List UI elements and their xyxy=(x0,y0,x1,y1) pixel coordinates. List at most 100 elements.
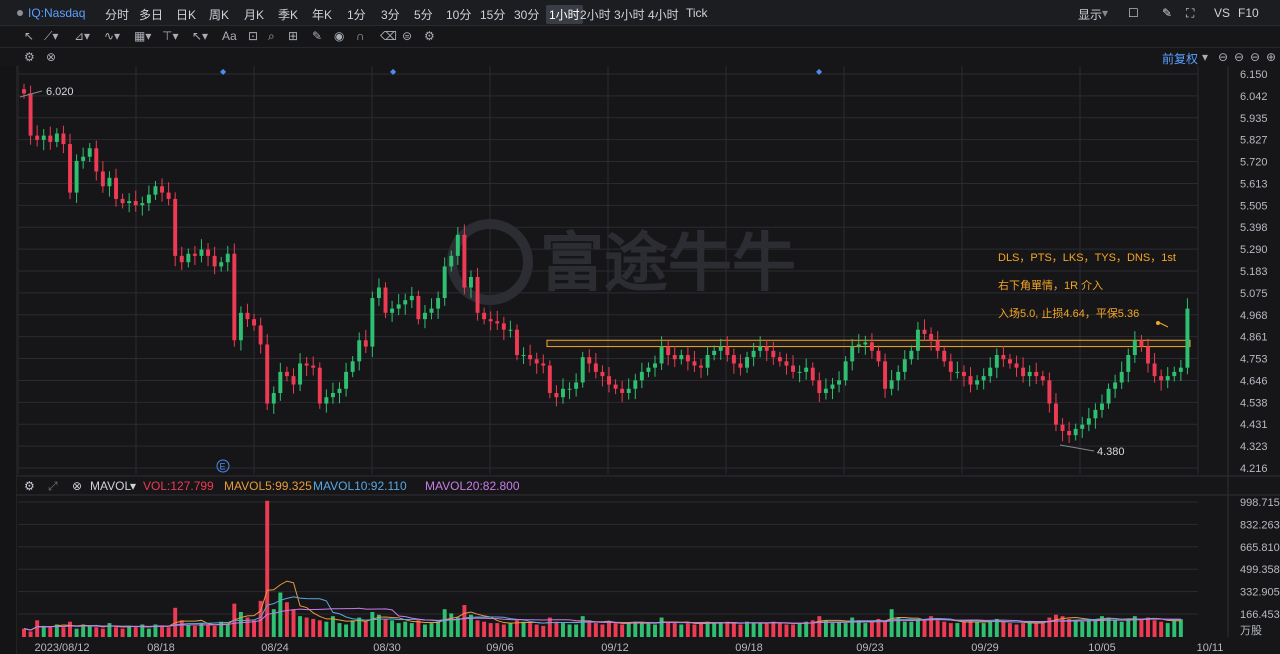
candle-body xyxy=(902,359,907,372)
volume-bar xyxy=(692,624,697,637)
chevron-down-icon[interactable]: ▾ xyxy=(1102,6,1109,20)
indicator-name[interactable]: MAVOL xyxy=(90,479,132,493)
display-menu[interactable]: 显示 xyxy=(1078,8,1103,22)
checkbox-icon[interactable]: ☐ xyxy=(1128,6,1139,20)
timeframe-tab[interactable]: 多日 xyxy=(139,8,164,22)
timeframe-tab[interactable]: 2小时 xyxy=(580,8,611,22)
candle-body xyxy=(1126,355,1131,372)
cursor-icon[interactable]: ↖ xyxy=(24,29,35,43)
drawing-toolbar: ↖ ⟋▾ ⊿▾ ∿▾ ▦▾ ⊤▾ ↖▾ Aa ⊡ ⌕ ⊞ ✎ ◉ ∩ ⌫ ⊜ ⚙ xyxy=(0,25,1280,48)
volume-bar xyxy=(876,618,881,637)
magnet-icon[interactable]: ∩ xyxy=(356,29,365,43)
timeframe-tab[interactable]: 1分 xyxy=(347,8,366,22)
timeframe-tab[interactable]: 3分 xyxy=(381,8,400,22)
timeframe-tab[interactable]: 日K xyxy=(176,8,197,22)
candle-body xyxy=(837,380,842,385)
timeframe-tab[interactable]: 季K xyxy=(278,8,299,22)
measure-icon[interactable]: ⊞ xyxy=(288,29,299,43)
close-icon[interactable]: ⊗ xyxy=(46,50,57,64)
price-axis-label: 5.398 xyxy=(1240,222,1268,234)
candle-body xyxy=(1040,376,1045,381)
volume-bar xyxy=(534,624,539,637)
fuquan-select[interactable]: 前复权 xyxy=(1162,52,1199,66)
minus-icon[interactable]: ⊖ xyxy=(1234,50,1245,64)
timeframe-tab[interactable]: 4小时 xyxy=(648,8,679,22)
candle-body xyxy=(896,371,901,381)
gear-icon[interactable]: ⚙ xyxy=(24,50,35,64)
chevron-down-icon[interactable]: ▾ xyxy=(1202,50,1209,64)
chevron-down-icon[interactable]: ▾ xyxy=(130,479,137,493)
candle-body xyxy=(153,186,158,195)
line-tool-icon[interactable]: ⟋▾ xyxy=(44,29,59,43)
mavol5-value: MAVOL5:99.325 xyxy=(224,479,312,493)
volume-bar xyxy=(376,614,381,637)
channel-tool-icon[interactable]: ⊿▾ xyxy=(74,29,91,43)
candle-body xyxy=(179,255,184,263)
chart-header: ⚙ ⊗ 前复权 ▾ ⊖ ⊖ ⊖ ⊕ xyxy=(0,48,1280,66)
symbol-label[interactable]: IQ:Nasdaq xyxy=(28,6,86,20)
settings-icon[interactable]: ⚙ xyxy=(424,29,435,43)
volume-bar xyxy=(922,618,927,637)
volume-bar xyxy=(28,631,33,637)
candle-body xyxy=(48,135,53,142)
timeframe-tab[interactable]: 5分 xyxy=(414,8,433,22)
timeframe-tab[interactable]: 分时 xyxy=(105,8,130,22)
candle-body xyxy=(390,308,395,313)
timeframe-tab[interactable]: 年K xyxy=(312,8,333,22)
candle-body xyxy=(298,363,303,385)
timeframe-tab[interactable]: 周K xyxy=(209,8,230,22)
eye-icon[interactable]: ◉ xyxy=(334,29,345,43)
wave-tool-icon[interactable]: ∿▾ xyxy=(104,29,121,43)
price-axis-label: 5.183 xyxy=(1240,266,1268,278)
minus-icon-2[interactable]: ⊖ xyxy=(1250,50,1261,64)
timeframe-tab[interactable]: 30分 xyxy=(514,8,540,22)
timeframe-tab[interactable]: 月K xyxy=(244,8,265,22)
timeframe-tab[interactable]: 1小时 xyxy=(546,5,583,24)
candle-body xyxy=(449,255,454,267)
plus-icon[interactable]: ⊕ xyxy=(1266,50,1277,64)
candle-body xyxy=(120,198,125,204)
candle-body xyxy=(199,249,204,256)
timeframe-tab[interactable]: Tick xyxy=(686,6,708,20)
volume-bar xyxy=(383,618,388,637)
grid-tool-icon[interactable]: ▦▾ xyxy=(134,29,152,43)
low-label: 4.380 xyxy=(1097,446,1125,458)
candle-body xyxy=(653,363,657,368)
candle-body xyxy=(416,295,421,320)
x-axis-label: 10/11 xyxy=(1197,642,1224,654)
timeframe-tab[interactable]: 15分 xyxy=(480,8,506,22)
volume-bar xyxy=(225,624,230,637)
zoom-icon[interactable]: ⌕ xyxy=(268,29,275,43)
candle-body xyxy=(1001,355,1006,360)
ruler-icon[interactable]: ⊡ xyxy=(248,29,259,43)
fullscreen-icon[interactable]: ⛶ xyxy=(1186,6,1195,20)
fib-tool-icon[interactable]: ⊤▾ xyxy=(162,29,179,43)
volume-bar xyxy=(495,623,500,637)
text-tool-icon[interactable]: Aa xyxy=(222,29,237,43)
price-axis-label: 4.753 xyxy=(1240,354,1268,366)
volume-bar xyxy=(48,627,53,637)
expand-icon[interactable]: ⤢ xyxy=(48,479,58,493)
arrow-tool-icon[interactable]: ↖▾ xyxy=(192,29,209,43)
volume-bar xyxy=(192,625,197,637)
timeframe-tab[interactable]: 3小时 xyxy=(614,8,645,22)
volume-bar xyxy=(252,620,257,637)
vs-button[interactable]: VS xyxy=(1214,6,1231,20)
candle-body xyxy=(810,367,815,381)
close-indicator-icon[interactable]: ⊗ xyxy=(72,479,83,493)
candle-body xyxy=(541,363,546,366)
brush-icon[interactable]: ✎ xyxy=(312,29,323,43)
indicator-gear-icon[interactable]: ⚙ xyxy=(24,479,35,493)
layers-icon[interactable]: ⊜ xyxy=(402,29,413,43)
minus-circle-icon[interactable]: ⊖ xyxy=(1218,50,1229,64)
trash-icon[interactable]: ⌫ xyxy=(380,29,397,43)
volume-bar xyxy=(390,620,395,637)
timeframe-tab[interactable]: 10分 xyxy=(446,8,472,22)
candle-body xyxy=(561,388,565,398)
volume-bar xyxy=(1053,614,1058,637)
volume-bar xyxy=(1027,621,1032,637)
volume-bar xyxy=(416,620,421,637)
f10-button[interactable]: F10 xyxy=(1238,6,1259,20)
candle-body xyxy=(232,253,237,341)
pen-icon[interactable]: ✎ xyxy=(1162,6,1173,20)
